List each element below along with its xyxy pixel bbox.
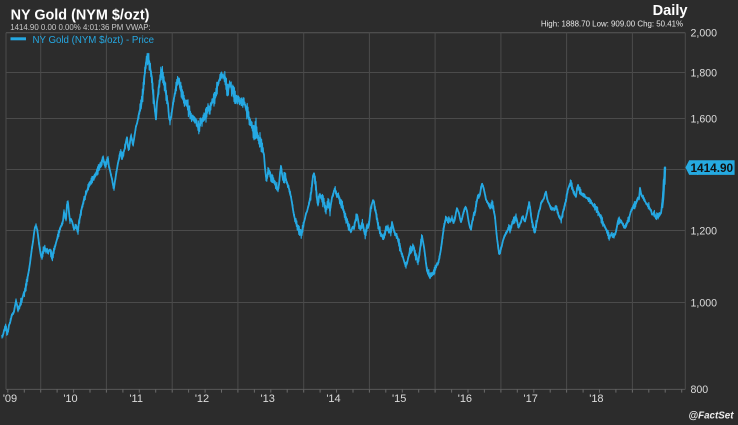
svg-text:1,600: 1,600 (691, 113, 718, 125)
svg-text:'17: '17 (524, 393, 538, 405)
svg-text:Daily: Daily (653, 3, 689, 19)
svg-text:2,000: 2,000 (691, 28, 718, 40)
svg-text:1,200: 1,200 (691, 225, 718, 237)
svg-text:'18: '18 (589, 393, 603, 405)
svg-text:'12: '12 (195, 393, 209, 405)
svg-text:1,800: 1,800 (691, 67, 718, 79)
svg-text:NY Gold (NYM $/ozt): NY Gold (NYM $/ozt) (11, 7, 150, 23)
svg-text:High: 1888.70 Low: 909.00 Chg:: High: 1888.70 Low: 909.00 Chg: 50.41% (541, 20, 683, 29)
svg-text:800: 800 (691, 384, 709, 396)
svg-text:1,000: 1,000 (691, 297, 718, 309)
svg-text:1414.90: 1414.90 (690, 161, 733, 175)
svg-text:'14: '14 (326, 393, 340, 405)
svg-text:'16: '16 (458, 393, 472, 405)
svg-text:'11: '11 (129, 393, 143, 405)
svg-text:'10: '10 (63, 393, 77, 405)
svg-text:'13: '13 (261, 393, 275, 405)
svg-text:'15: '15 (392, 393, 406, 405)
svg-text:'09: '09 (3, 393, 17, 405)
svg-text:1414.90 0.00 0.00% 4:01:36 PM: 1414.90 0.00 0.00% 4:01:36 PM VWAP: (10, 23, 151, 32)
svg-text:NY Gold (NYM $/ozt) - Price: NY Gold (NYM $/ozt) - Price (33, 35, 154, 46)
svg-text:@FactSet: @FactSet (689, 411, 735, 422)
